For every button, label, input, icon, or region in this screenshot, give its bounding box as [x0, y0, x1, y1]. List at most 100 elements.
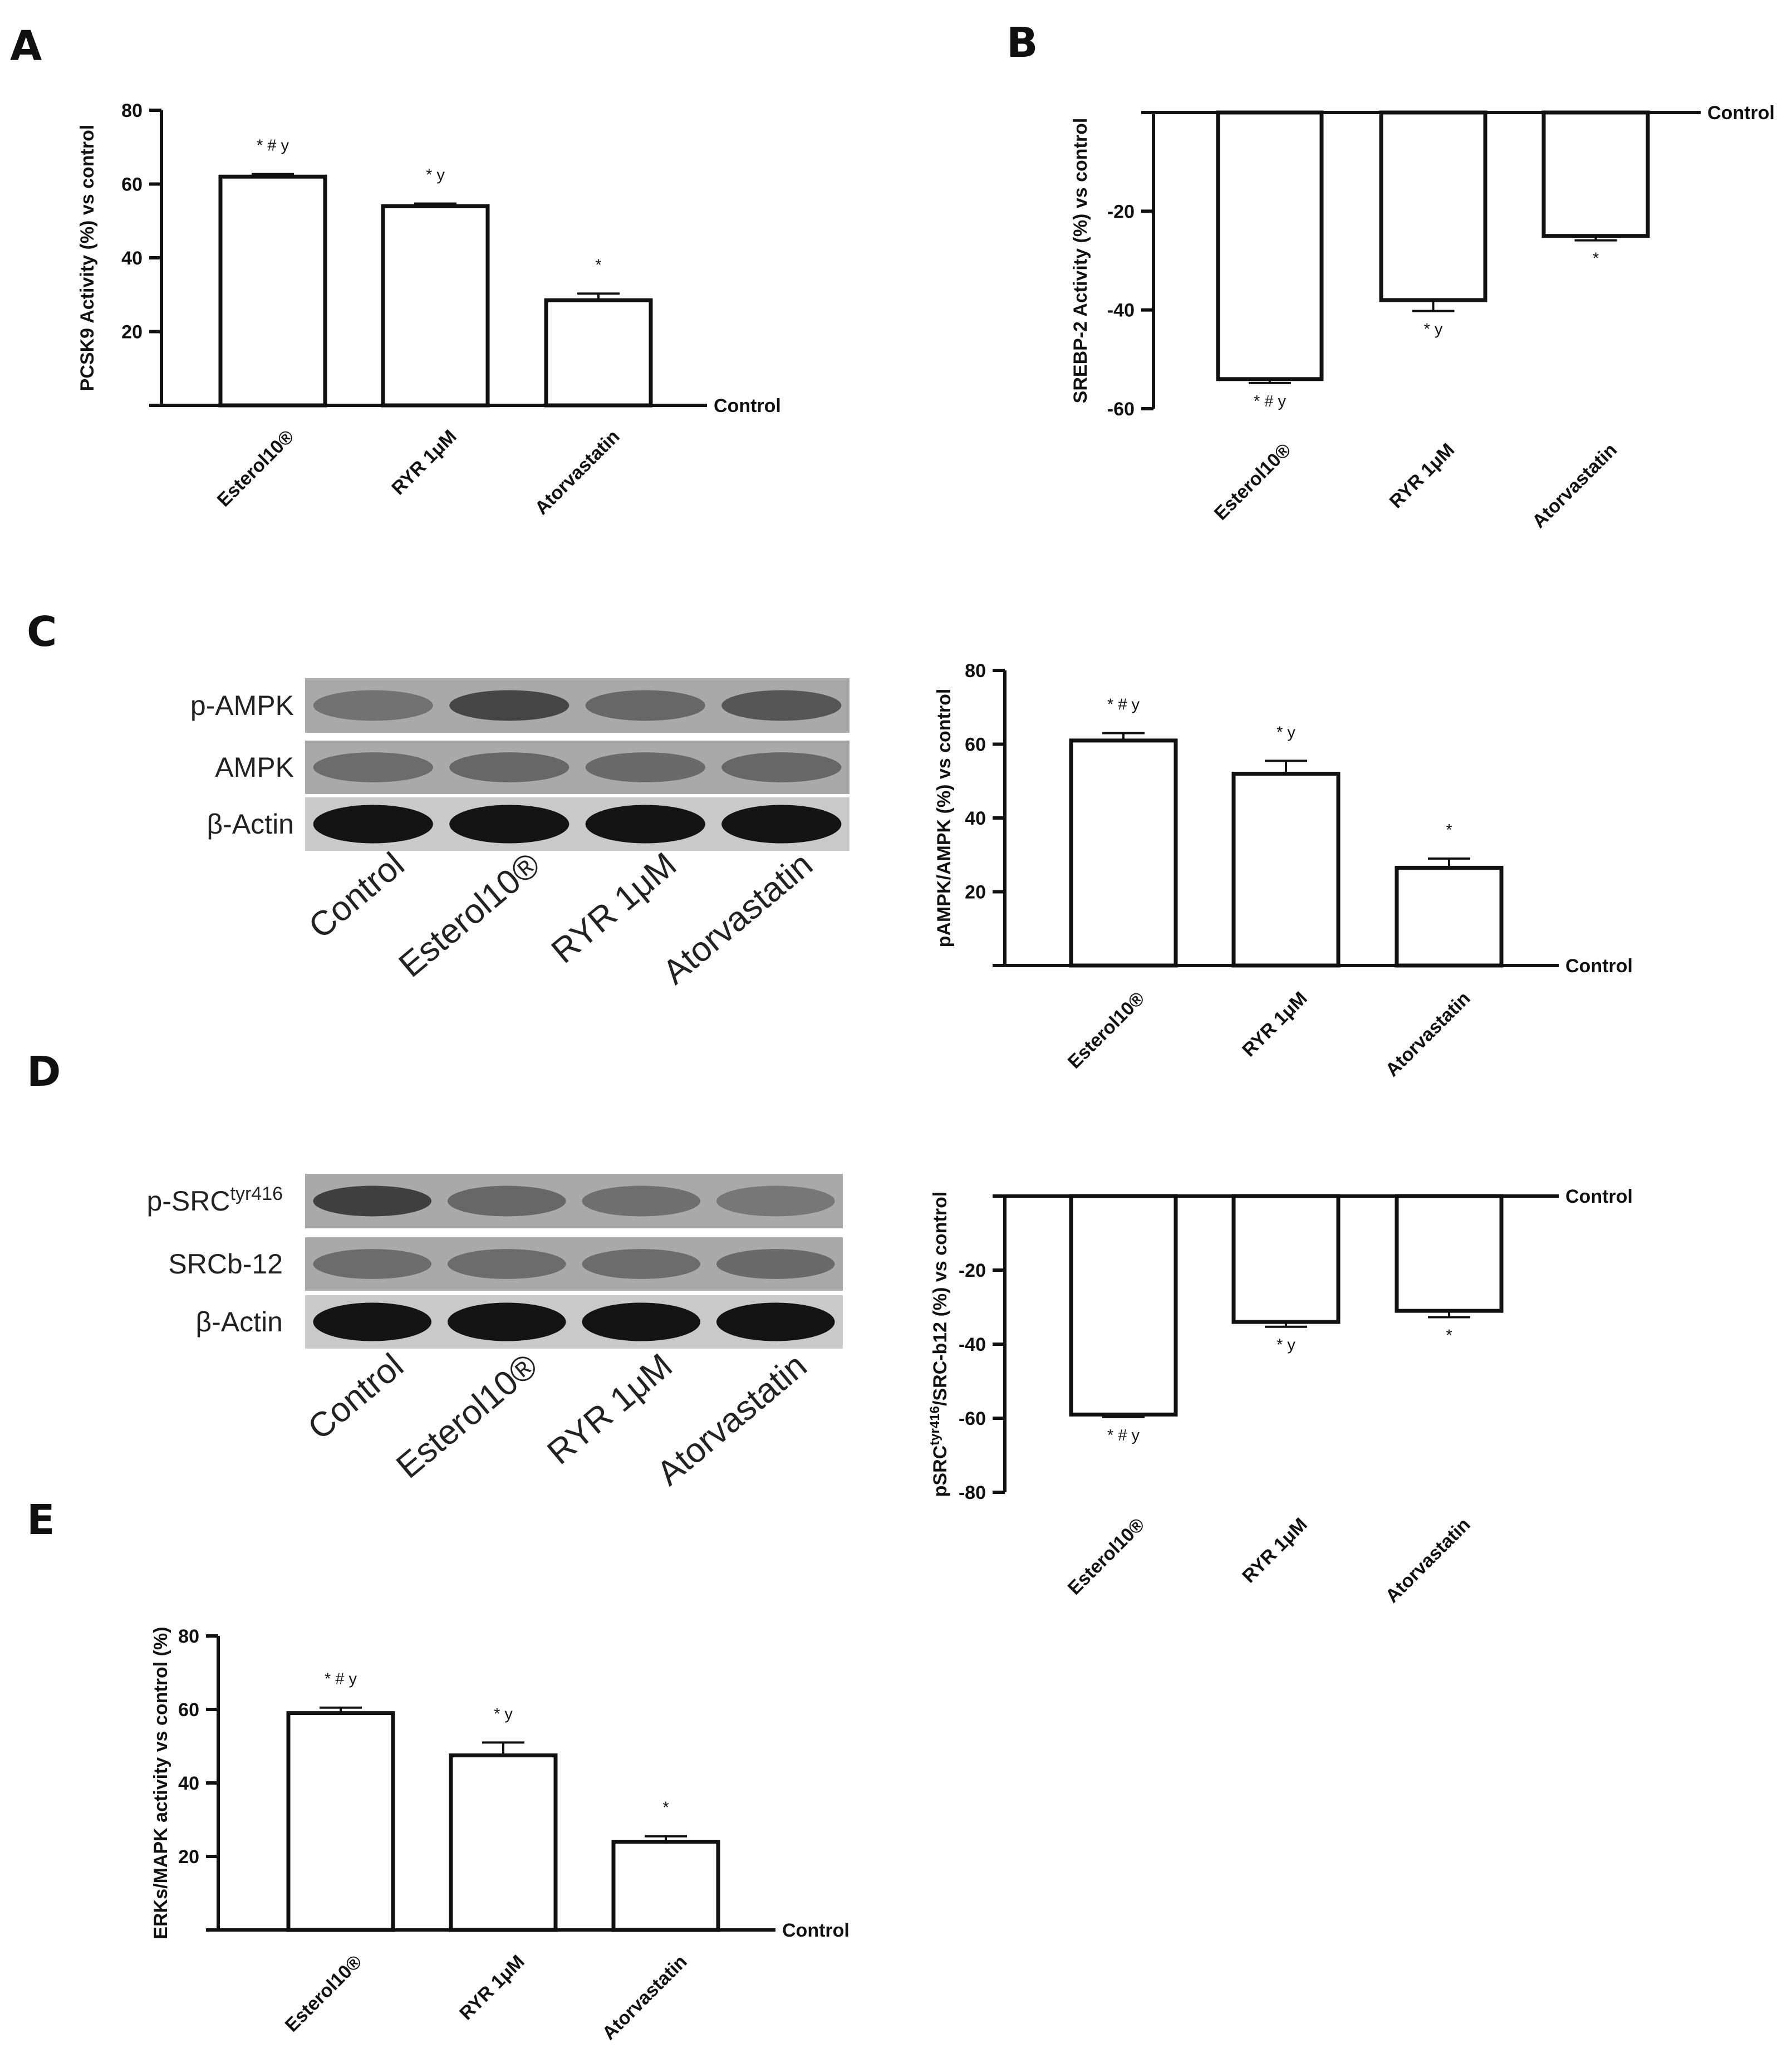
- blot-lane-label: Atorvastatin: [650, 1346, 814, 1493]
- control-label: Control: [1565, 956, 1633, 977]
- category-label: Atorvastatin: [1382, 1514, 1475, 1607]
- category-label: Atorvastatin: [1528, 439, 1621, 532]
- y-axis-title: ERKs/MAPK activity vs control (%): [150, 1626, 171, 1939]
- blot-row-label: SRCb-12: [168, 1248, 283, 1280]
- blot-band: [313, 805, 433, 844]
- chart-c: Control 20 40 60 80 pAMPK/AMPK (%) vs control…: [934, 660, 1633, 1081]
- blot-row-label: β-Actin: [207, 809, 294, 840]
- y-tick-label: -60: [959, 1408, 986, 1429]
- significance-label: *: [662, 1799, 669, 1817]
- control-label: Control: [1707, 102, 1775, 124]
- category-label: RYR 1μM: [1238, 1514, 1312, 1588]
- category-label: Esterol10®: [1064, 1514, 1149, 1599]
- y-tick-label: -80: [959, 1482, 986, 1503]
- category-label: Esterol10®: [281, 1951, 366, 2036]
- control-label: Control: [1565, 1186, 1633, 1207]
- significance-label: *: [1593, 250, 1599, 268]
- panel-letter-a: A: [10, 22, 42, 70]
- blot-lane-label: Atorvastatin: [656, 845, 820, 992]
- panel-letter-d: D: [27, 1048, 61, 1096]
- y-axis-title: pAMPK/AMPK (%) vs control: [934, 689, 955, 948]
- category-label: Atorvastatin: [598, 1951, 691, 2044]
- blot-lane-label: Esterol10®: [389, 1346, 545, 1486]
- y-tick-label: 20: [965, 882, 986, 903]
- significance-label: * y: [1277, 1336, 1295, 1354]
- blot-band: [585, 752, 705, 782]
- blot-lane-label: Control: [302, 845, 411, 946]
- blot-band: [313, 1249, 432, 1279]
- chart-e: Control 20 40 60 80 ERKs/MAPK activity vs con…: [150, 1626, 850, 2044]
- blot-row-label: p-SRCtyr416: [146, 1183, 283, 1217]
- blot-lane-label: Control: [301, 1346, 410, 1447]
- significance-label: * # y: [1107, 696, 1140, 714]
- y-tick-label: 40: [965, 808, 986, 829]
- blot-band: [721, 752, 842, 782]
- y-tick-label: -20: [959, 1260, 986, 1281]
- blot-band: [582, 1302, 701, 1341]
- blot-band: [582, 1185, 701, 1217]
- significance-label: * # y: [325, 1670, 357, 1688]
- blot-band: [721, 805, 842, 844]
- blot-band: [582, 1249, 701, 1279]
- bar: [1541, 110, 1650, 238]
- blot-band: [313, 1302, 432, 1341]
- y-axis-title: SREBP-2 Activity (%) vs control: [1070, 118, 1091, 404]
- category-label: RYR 1μM: [455, 1951, 529, 2025]
- blot-band: [449, 690, 569, 721]
- blot-band: [449, 752, 569, 782]
- y-tick-label: 80: [965, 660, 986, 682]
- blot-lane-label: RYR 1μM: [544, 845, 684, 971]
- bar: [1231, 772, 1341, 968]
- y-tick-label: 40: [178, 1773, 199, 1794]
- blot-band: [447, 1302, 566, 1341]
- significance-label: * # y: [1107, 1427, 1140, 1444]
- panel-letter-e: E: [27, 1496, 55, 1544]
- y-tick-label: 20: [121, 322, 143, 343]
- bar: [1379, 110, 1487, 302]
- significance-label: * y: [426, 166, 445, 184]
- bar: [544, 298, 653, 408]
- significance-label: *: [1446, 1326, 1452, 1344]
- blot-row-label: AMPK: [215, 752, 294, 783]
- category-label: RYR 1μM: [1238, 988, 1312, 1061]
- chart-d: Control -20 -40 -60 -80 pSRCtyr416/SRC-b12 (%…: [927, 1186, 1633, 1607]
- y-tick-label: -40: [959, 1334, 986, 1355]
- control-label: Control: [714, 395, 781, 417]
- bar: [1395, 865, 1504, 968]
- blot-band: [449, 805, 569, 844]
- category-label: RYR 1μM: [1386, 439, 1459, 513]
- y-tick-label: -40: [1107, 300, 1135, 321]
- y-tick-label: -20: [1107, 201, 1135, 222]
- panel-letter-b: B: [1007, 19, 1038, 67]
- significance-label: * y: [1424, 320, 1443, 338]
- bar: [1069, 1194, 1178, 1417]
- significance-label: * y: [1277, 723, 1295, 741]
- bar: [1395, 1194, 1504, 1313]
- bar: [218, 174, 327, 408]
- bar: [286, 1711, 395, 1932]
- y-tick-label: 60: [178, 1699, 199, 1721]
- y-axis-title: PCSK9 Activity (%) vs control: [77, 125, 98, 391]
- blot-lane-label: Esterol10®: [392, 845, 548, 985]
- category-label: RYR 1μM: [387, 426, 461, 499]
- blot-row-label: p-AMPK: [190, 690, 294, 721]
- blot-band: [585, 690, 705, 721]
- bar: [611, 1840, 720, 1932]
- category-label: Atorvastatin: [531, 426, 624, 519]
- chart-b: Control -20 -40 -60 SREBP-2 Activity (%) vs …: [1070, 102, 1775, 532]
- blot-band: [721, 690, 842, 721]
- category-label: Atorvastatin: [1382, 988, 1475, 1081]
- blot-lane-label: RYR 1μM: [540, 1346, 679, 1472]
- significance-label: * y: [494, 1705, 513, 1723]
- blot-band: [313, 1185, 432, 1217]
- blot-band: [313, 752, 433, 782]
- bar: [381, 204, 490, 408]
- chart-a: Control 20 40 60 80 PCSK9 Activity (%) vs con…: [77, 100, 781, 519]
- bar: [1231, 1194, 1341, 1324]
- western-blot-d: p-SRCtyr416 SRCb-12 β-Actin ControlEsterol1…: [146, 1174, 843, 1493]
- blot-band: [585, 805, 705, 844]
- panel-letter-c: C: [27, 608, 57, 656]
- blot-band: [716, 1185, 835, 1217]
- control-label: Control: [782, 1920, 850, 1941]
